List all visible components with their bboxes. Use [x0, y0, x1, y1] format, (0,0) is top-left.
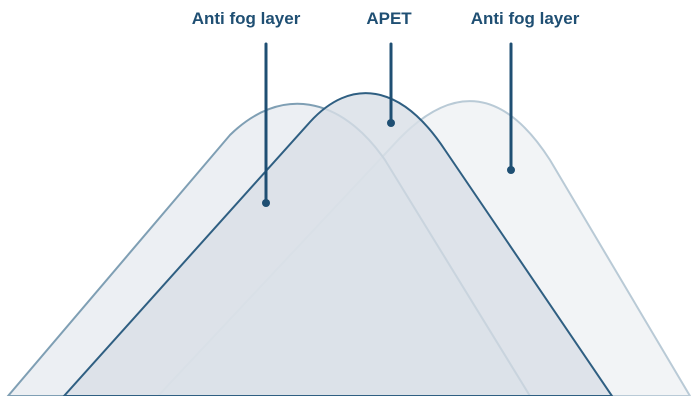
right-leader-point — [507, 166, 515, 174]
right-layer-label: Anti fog layer — [470, 9, 580, 28]
left-layer-label: Anti fog layer — [191, 9, 301, 28]
center-leader-point — [387, 119, 395, 127]
apet-core-layer — [61, 92, 614, 397]
left-leader-point — [262, 199, 270, 207]
center-layer-label: APET — [366, 9, 412, 28]
